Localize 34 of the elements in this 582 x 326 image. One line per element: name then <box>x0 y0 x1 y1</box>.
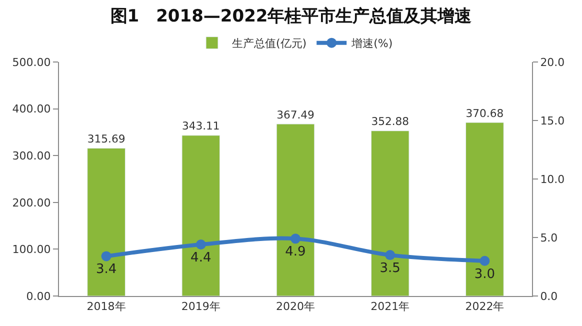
x-tick-label: 2022年 <box>465 300 504 314</box>
legend-label: 生产总值(亿元) <box>232 37 307 50</box>
y-tick-label: 400.00 <box>12 102 51 116</box>
point <box>101 251 112 262</box>
x-tick-label: 2019年 <box>181 300 220 314</box>
point <box>290 234 300 244</box>
data-label: 315.69 <box>87 132 126 146</box>
data-label: 3.5 <box>380 261 400 276</box>
data-label: 367.49 <box>276 108 315 122</box>
point <box>385 250 396 260</box>
y-tick-label: 0.00 <box>26 290 51 303</box>
y-tick-label: 300.00 <box>12 149 51 162</box>
y-tick-label: 200.00 <box>12 196 51 210</box>
point <box>196 240 206 250</box>
data-label: 343.11 <box>182 120 220 133</box>
legend-label: 增速(%) <box>350 37 393 50</box>
y2-tick-label: 20.0 <box>540 56 565 69</box>
y2-tick-label: 15.0 <box>540 114 565 128</box>
data-label: 370.68 <box>466 106 504 120</box>
data-label: 4.4 <box>190 250 212 266</box>
point <box>480 256 490 266</box>
data-label: 3.0 <box>474 266 496 282</box>
data-label: 352.88 <box>371 115 410 128</box>
y2-tick-label: 0.0 <box>540 290 558 303</box>
data-label: 4.9 <box>285 244 306 260</box>
x-tick-label: 2018年 <box>86 300 126 314</box>
y2-tick-label: 10.0 <box>540 172 565 186</box>
data-label: 3.4 <box>96 262 117 278</box>
x-tick-label: 2021年 <box>370 300 410 314</box>
x-tick-label: 2020年 <box>276 300 315 314</box>
y-tick-label: 100.00 <box>12 243 51 256</box>
y2-tick-label: 5.0 <box>540 231 558 244</box>
chart-title: 图1 2018—2022年桂平市生产总值及其增速 <box>110 6 472 27</box>
y-tick-label: 500.00 <box>12 56 51 69</box>
